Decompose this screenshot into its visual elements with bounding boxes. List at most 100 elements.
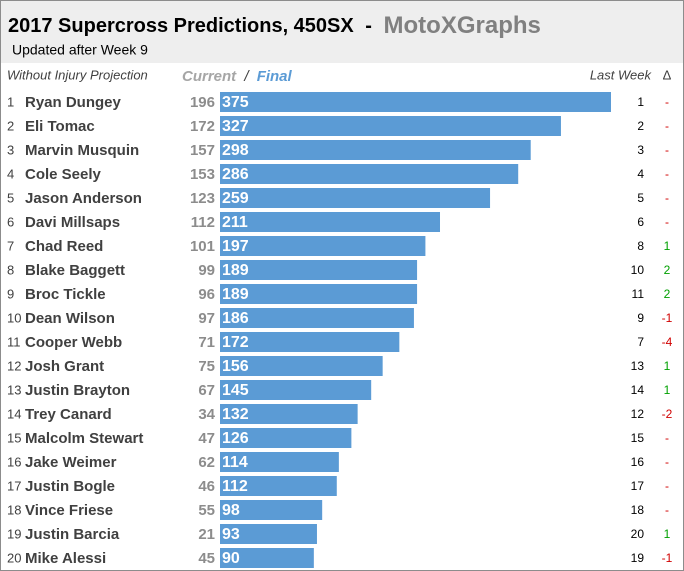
- rank: 16: [7, 454, 21, 469]
- last-week: 7: [637, 335, 644, 349]
- rider-name: Cooper Webb: [25, 334, 122, 351]
- final-label: 259: [222, 190, 249, 207]
- rider-name: Josh Grant: [25, 358, 104, 375]
- final-label: 327: [222, 118, 249, 135]
- rank: 15: [7, 430, 21, 445]
- rank: 6: [7, 214, 14, 229]
- final-label: 90: [222, 550, 240, 567]
- bar: [220, 116, 561, 136]
- change: -: [665, 455, 669, 469]
- header-band: [1, 1, 683, 63]
- current-value: 45: [198, 550, 215, 567]
- last-week: 9: [637, 311, 644, 325]
- current-value: 97: [198, 310, 215, 327]
- change: -: [665, 479, 669, 493]
- rider-name: Vince Friese: [25, 502, 113, 519]
- change: 2: [664, 287, 671, 301]
- final-label: 197: [222, 238, 249, 255]
- change: 2: [664, 263, 671, 277]
- bar: [220, 284, 418, 304]
- change: -: [665, 95, 669, 109]
- final-label: 145: [222, 382, 249, 399]
- current-value: 157: [190, 142, 215, 159]
- change: 1: [664, 239, 671, 253]
- current-value: 101: [190, 238, 215, 255]
- subtitle: Updated after Week 9: [12, 42, 148, 58]
- rank: 7: [7, 238, 14, 253]
- current-value: 62: [198, 454, 215, 471]
- bar: [220, 140, 531, 160]
- column-header: Current / Final: [182, 68, 293, 85]
- final-label: 172: [222, 334, 249, 351]
- rank: 9: [7, 286, 14, 301]
- current-value: 67: [198, 382, 215, 399]
- final-label: 98: [222, 502, 240, 519]
- current-value: 34: [198, 406, 215, 423]
- final-label: 286: [222, 166, 249, 183]
- change: -: [665, 167, 669, 181]
- change: -2: [662, 407, 673, 421]
- title: 2017 Supercross Predictions, 450SX: [8, 15, 354, 37]
- last-week: 1: [637, 95, 644, 109]
- last-week: 3: [637, 143, 644, 157]
- current-value: 123: [190, 190, 215, 207]
- bar: [220, 428, 352, 448]
- rank: 13: [7, 382, 21, 397]
- last-week: 17: [631, 479, 645, 493]
- change: 1: [664, 359, 671, 373]
- last-week: 14: [631, 383, 645, 397]
- column-header: Without Injury Projection: [7, 67, 148, 82]
- current-value: 21: [198, 526, 215, 543]
- bar: [220, 548, 314, 568]
- final-label: 298: [222, 142, 249, 159]
- bar: [220, 188, 491, 208]
- rank: 3: [7, 142, 14, 157]
- bar: [220, 260, 418, 280]
- change: -: [665, 143, 669, 157]
- final-label: 112: [222, 478, 248, 495]
- rank: 17: [7, 478, 21, 493]
- bar: [220, 404, 358, 424]
- rank: 20: [7, 550, 21, 565]
- change: -: [665, 503, 669, 517]
- last-week: 6: [637, 215, 644, 229]
- last-week: 18: [631, 503, 645, 517]
- final-label: 93: [222, 526, 240, 543]
- rider-name: Davi Millsaps: [25, 214, 120, 231]
- rank: 12: [7, 358, 21, 373]
- bar: [220, 236, 426, 256]
- change: -: [665, 191, 669, 205]
- last-week: 4: [637, 167, 644, 181]
- last-week: 16: [631, 455, 645, 469]
- final-label: 186: [222, 310, 249, 327]
- rank: 18: [7, 502, 21, 517]
- brand: MotoXGraphs: [384, 12, 541, 39]
- bar: [220, 524, 317, 544]
- rank: 1: [7, 94, 14, 109]
- change: -: [665, 215, 669, 229]
- change: 1: [664, 527, 671, 541]
- rank: 4: [7, 166, 14, 181]
- current-value: 55: [198, 502, 215, 519]
- rank: 10: [7, 310, 21, 325]
- change: -1: [662, 311, 673, 325]
- rank: 14: [7, 406, 21, 421]
- rider-name: Marvin Musquin: [25, 142, 139, 159]
- final-label: 126: [222, 430, 249, 447]
- rider-name: Ryan Dungey: [25, 94, 122, 111]
- final-label: 132: [222, 406, 249, 423]
- current-value: 172: [190, 118, 215, 135]
- final-label: 189: [222, 286, 249, 303]
- final-header: Final: [257, 68, 293, 85]
- last-week: 19: [631, 551, 645, 565]
- rider-name: Eli Tomac: [25, 118, 95, 135]
- bar: [220, 476, 337, 496]
- current-value: 46: [198, 478, 215, 495]
- rider-name: Chad Reed: [25, 238, 103, 255]
- rank: 11: [7, 334, 21, 349]
- last-week: 5: [637, 191, 644, 205]
- last-week: 12: [631, 407, 645, 421]
- slash: /: [243, 68, 250, 85]
- final-label: 114: [222, 454, 248, 471]
